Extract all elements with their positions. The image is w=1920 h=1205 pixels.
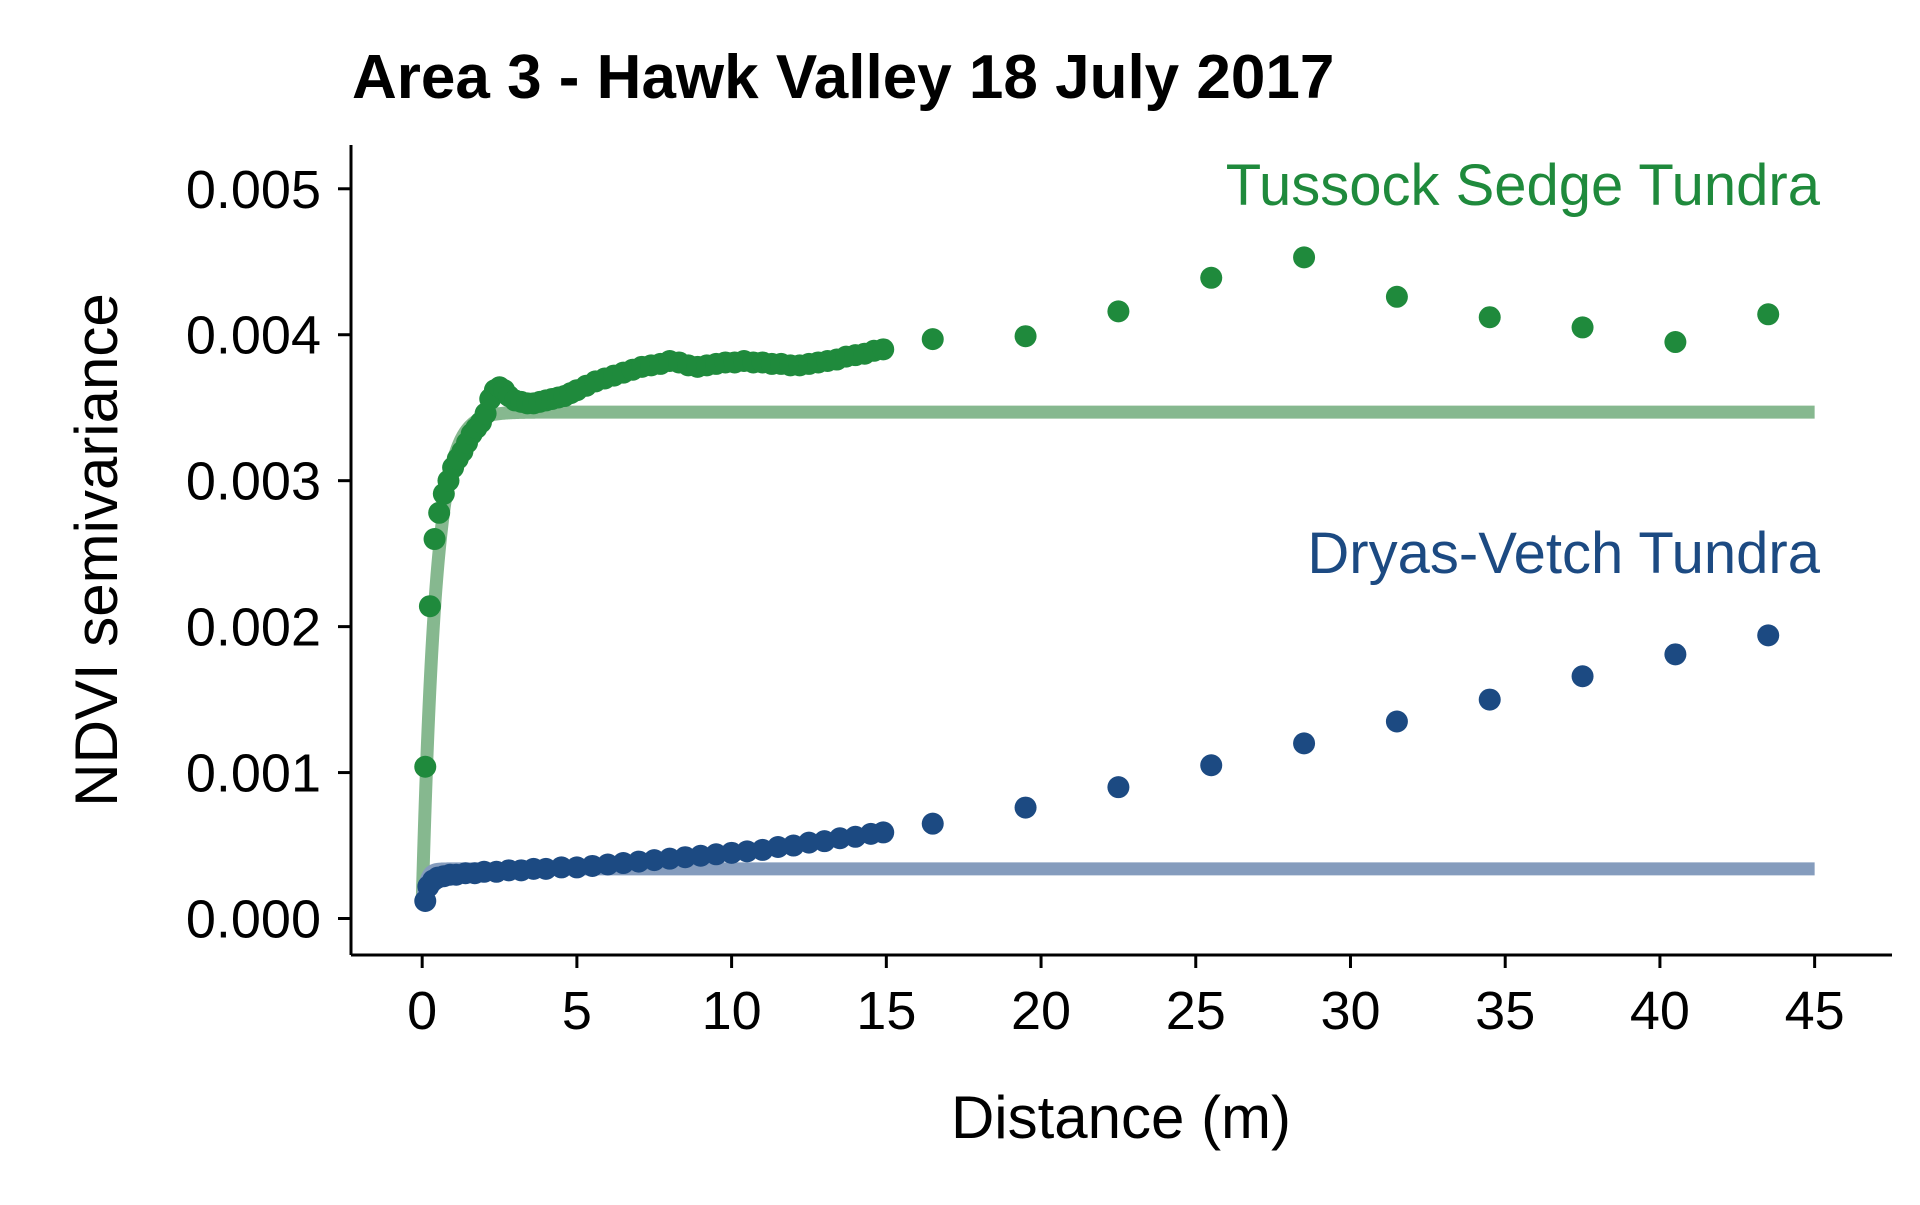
data-point-series-0 [921,328,944,351]
fit-line-0 [415,405,1817,911]
data-point-series-0 [1571,316,1594,339]
fit-line-1 [415,862,1817,911]
series-label-dryas: Dryas-Vetch Tundra [1307,521,1820,586]
data-point-series-1 [872,821,895,844]
x-tick-label: 35 [1475,981,1535,1041]
data-point-series-1 [1664,643,1687,666]
data-points [414,246,1780,912]
data-point-series-1 [1385,710,1408,733]
y-axis-ticks: 0.000 0.001 0.002 0.003 0.004 0.005 [186,160,351,950]
y-axis-title: NDVI semivariance [63,293,130,807]
x-tick-label: 5 [562,981,592,1041]
x-axis-ticks: 0 5 10 15 20 25 30 35 40 45 [407,955,1845,1041]
x-axis-title: Distance (m) [951,1084,1291,1151]
y-tick-label: 0.001 [186,744,321,804]
fit-lines [415,405,1817,911]
data-point-series-0 [1014,325,1037,348]
x-tick-label: 10 [702,981,762,1041]
data-point-series-0 [1200,266,1223,289]
data-point-series-0 [1107,300,1130,323]
x-tick-label: 40 [1630,981,1690,1041]
x-tick-label: 15 [856,981,916,1041]
y-tick-label: 0.002 [186,598,321,658]
data-point-series-0 [1664,331,1687,354]
data-point-series-0 [414,755,437,778]
data-point-series-0 [872,338,895,361]
data-point-series-1 [1014,796,1037,819]
data-point-series-1 [1571,665,1594,688]
data-point-series-1 [1200,754,1223,777]
data-point-series-0 [1293,246,1316,269]
data-point-series-1 [550,856,573,879]
data-point-series-1 [1478,688,1501,711]
x-tick-label: 25 [1166,981,1226,1041]
series-label-tussock: Tussock Sedge Tundra [1226,153,1821,218]
y-tick-label: 0.003 [186,452,321,512]
data-point-series-0 [1757,303,1780,326]
data-point-series-1 [1293,732,1316,755]
y-tick-label: 0.004 [186,306,321,366]
chart-title: Area 3 - Hawk Valley 18 July 2017 [352,43,1334,112]
y-tick-label: 0.000 [186,890,321,950]
data-point-series-1 [921,812,944,835]
x-tick-label: 30 [1320,981,1380,1041]
x-tick-label: 0 [407,981,437,1041]
data-point-series-1 [1757,624,1780,647]
data-point-series-0 [1385,285,1408,308]
x-tick-label: 20 [1011,981,1071,1041]
data-point-series-0 [418,595,441,618]
y-tick-label: 0.005 [186,160,321,220]
data-point-series-0 [428,501,451,524]
x-tick-label: 45 [1785,981,1845,1041]
data-point-series-1 [1107,776,1130,799]
data-point-series-0 [423,528,446,551]
data-point-series-0 [1478,306,1501,329]
